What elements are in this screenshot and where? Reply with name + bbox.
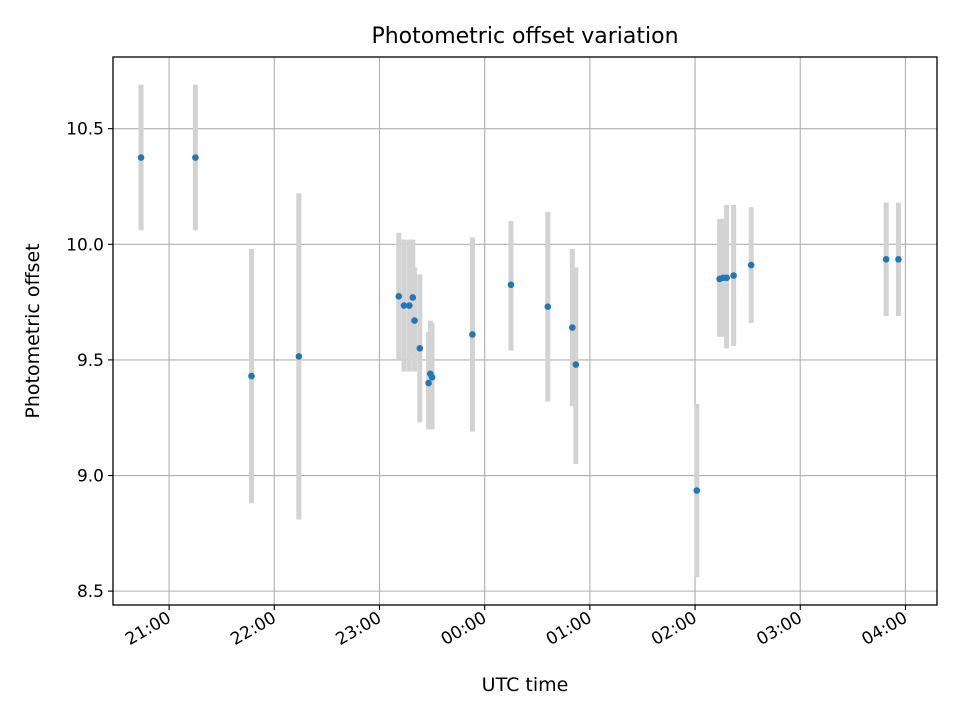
- data-point: [411, 317, 418, 324]
- data-point: [248, 372, 255, 380]
- y-tick-label: 9.5: [77, 351, 104, 371]
- data-point: [137, 154, 145, 161]
- data-point: [730, 272, 737, 279]
- y-tick-label: 10.0: [66, 235, 104, 255]
- chart-title: Photometric offset variation: [371, 24, 678, 49]
- data-point: [416, 345, 424, 352]
- data-point: [405, 302, 413, 309]
- data-point: [295, 353, 303, 360]
- data-point: [882, 256, 890, 263]
- data-point: [747, 261, 755, 269]
- data-point: [469, 331, 476, 338]
- data-point: [507, 281, 515, 289]
- plot-frame: [112, 56, 938, 606]
- y-axis: 8.5 9.0 9.5 10.0 10.5: [66, 120, 113, 602]
- y-tick-label: 8.5: [77, 582, 104, 602]
- data-point: [400, 302, 408, 309]
- y-tick-label: 9.0: [77, 467, 104, 487]
- y-tick-label: 10.5: [66, 120, 104, 140]
- data-point: [192, 154, 199, 161]
- data-point: [428, 373, 436, 381]
- x-axis-label: UTC time: [482, 674, 569, 696]
- y-axis-label: Photometric offset: [22, 243, 44, 418]
- data-point: [395, 293, 403, 300]
- data-points: [137, 154, 902, 494]
- data-point: [425, 379, 432, 387]
- data-point: [693, 487, 701, 494]
- data-point: [723, 274, 730, 282]
- data-point: [569, 324, 576, 331]
- data-point: [409, 294, 417, 301]
- data-point: [895, 256, 902, 263]
- data-point: [544, 303, 552, 311]
- grid: [113, 57, 937, 605]
- data-point: [572, 361, 580, 368]
